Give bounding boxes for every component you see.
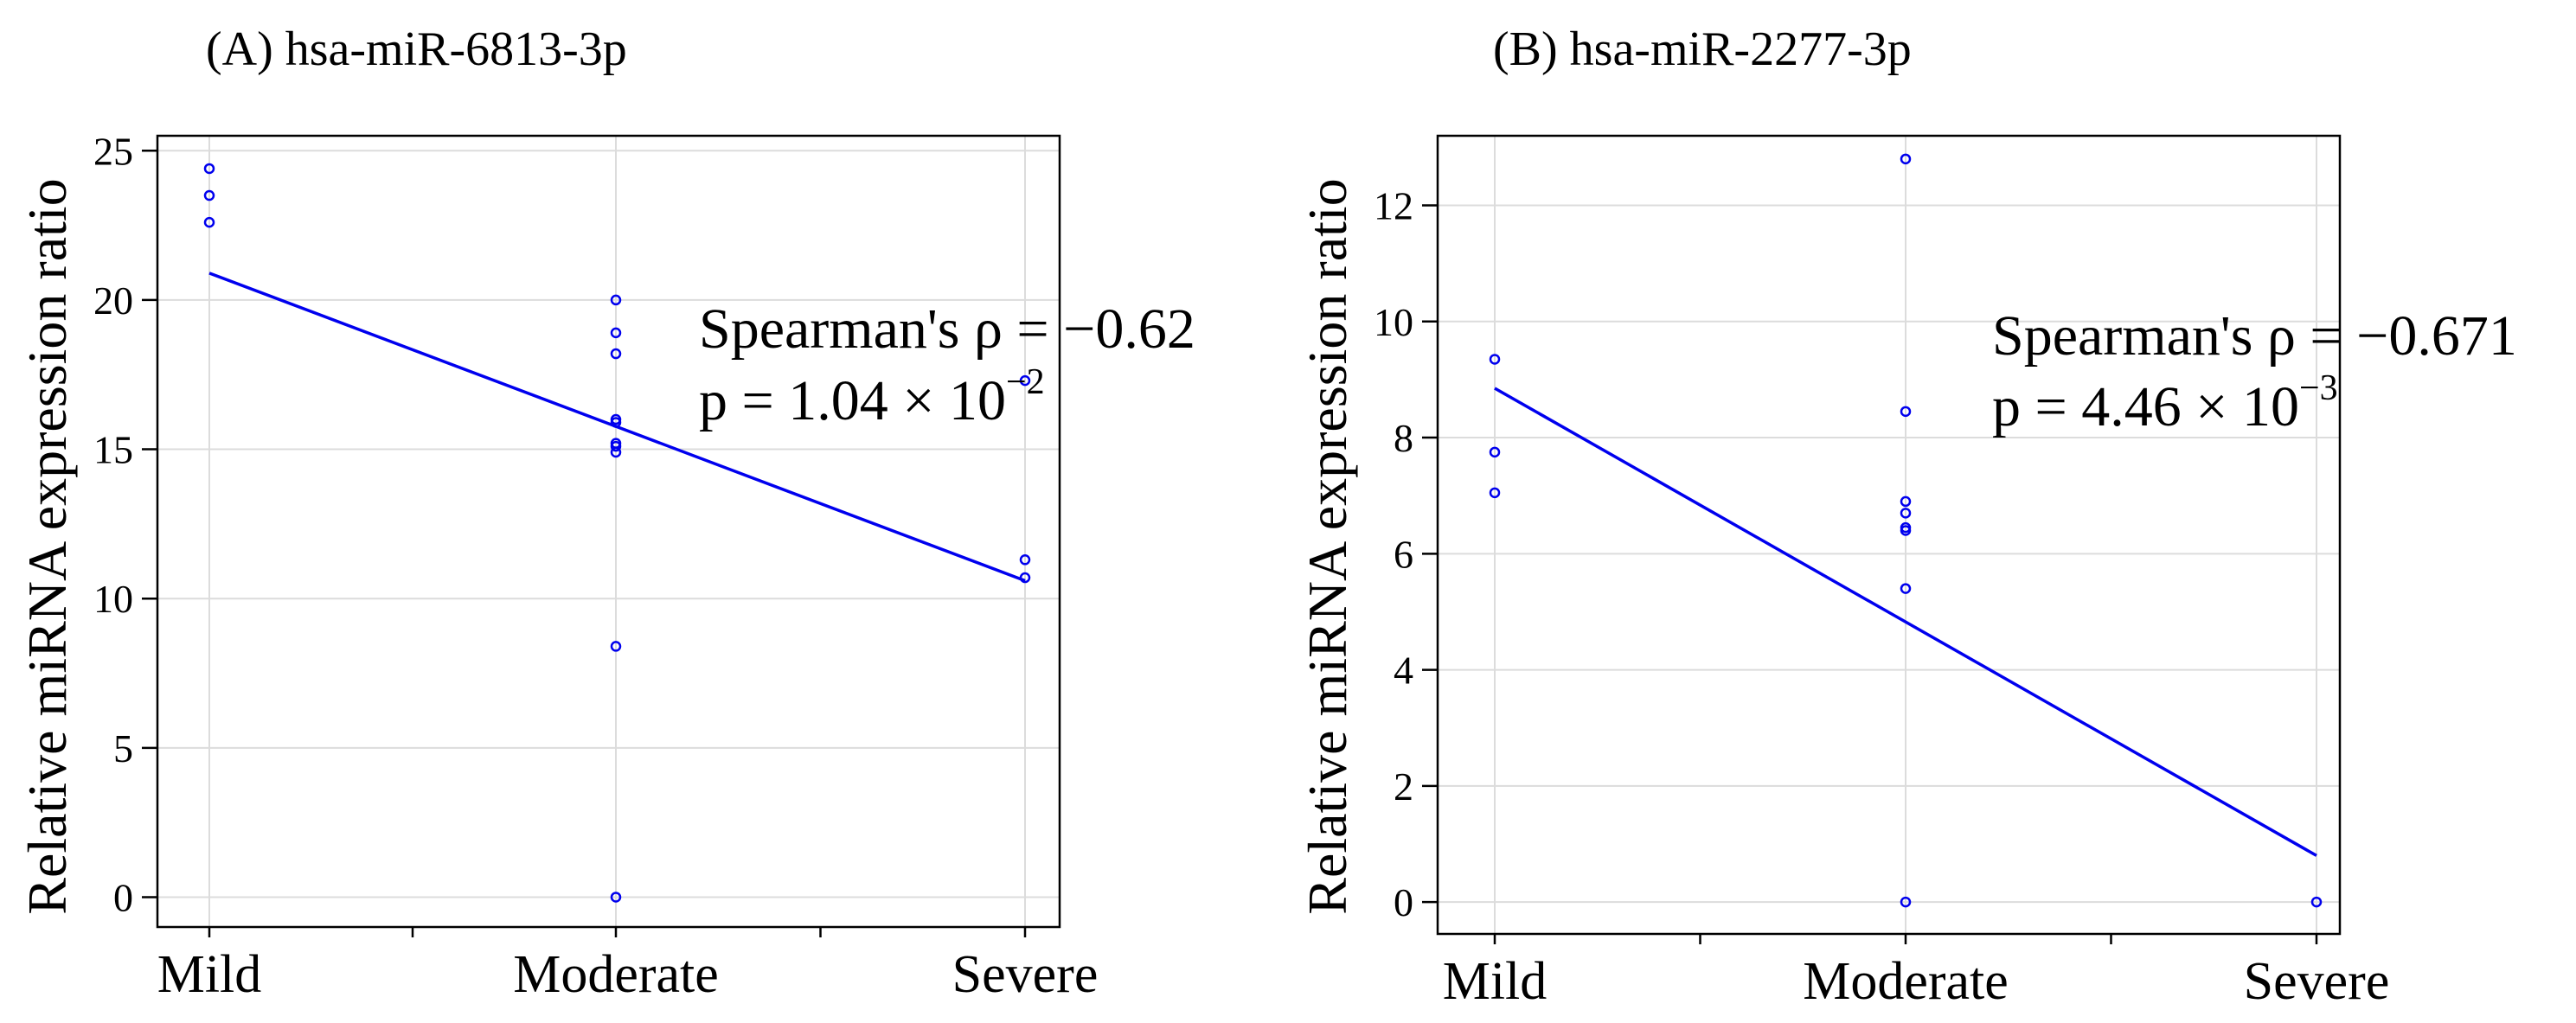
y-tick-label: 8 xyxy=(1394,416,1413,460)
data-point xyxy=(610,348,622,360)
panel-b-stat-rho: Spearman's ρ = −0.671 xyxy=(1992,304,2517,368)
panel-a: (A) hsa-miR-6813-3p Relative miRNA expre… xyxy=(16,22,1195,1004)
x-category-label: Moderate xyxy=(513,945,719,1004)
y-tick-label: 5 xyxy=(113,726,133,770)
data-point xyxy=(2310,896,2323,908)
x-category-label: Severe xyxy=(2244,952,2390,1011)
data-point xyxy=(203,189,215,201)
panel-b: (B) hsa-miR-2277-3p Relative miRNA expre… xyxy=(1297,22,2517,1011)
data-point xyxy=(1900,583,1912,594)
data-point xyxy=(610,440,622,452)
panel-b-stat-p: p = 4.46 × 10−3 xyxy=(1992,368,2338,438)
data-point xyxy=(1900,508,1912,519)
data-point xyxy=(1019,572,1031,584)
panel-a-plot-frame xyxy=(156,134,1061,929)
x-category-label: Severe xyxy=(952,945,1099,1004)
y-tick-label: 0 xyxy=(113,875,133,919)
panel-b-stat-p-base: p = 4.46 × 10 xyxy=(1992,375,2299,438)
data-point xyxy=(1900,896,1912,908)
y-tick-label: 10 xyxy=(93,577,133,621)
data-point xyxy=(1900,153,1912,165)
data-point xyxy=(610,327,622,339)
y-tick-label: 15 xyxy=(93,428,133,472)
panel-a-gridlines xyxy=(157,136,1060,927)
data-point xyxy=(1900,525,1912,536)
panel-b-title: (B) hsa-miR-2277-3p xyxy=(1493,22,1912,76)
data-point xyxy=(610,294,622,306)
y-tick-label: 4 xyxy=(1394,649,1413,693)
data-point xyxy=(1900,406,1912,418)
panel-a-stat-p-base: p = 1.04 × 10 xyxy=(699,369,1006,432)
y-tick-label: 2 xyxy=(1394,764,1413,809)
data-point xyxy=(1489,354,1501,365)
panel-a-stat-rho: Spearman's ρ = −0.62 xyxy=(699,297,1195,361)
data-point xyxy=(1019,374,1031,387)
panel-b-y-ticks: 0 2 4 6 8 10 12 xyxy=(1374,184,1438,924)
panel-b-stat-p-exponent: −3 xyxy=(2299,368,2338,408)
panel-a-stat-p-exponent: −2 xyxy=(1006,362,1045,402)
panel-b-points xyxy=(1489,153,2323,908)
panel-b-gridlines xyxy=(1438,136,2340,934)
data-point xyxy=(610,892,622,903)
x-category-label: Mild xyxy=(1443,952,1548,1011)
panel-b-regression-line xyxy=(1494,387,2317,857)
panel-a-y-axis-title: Relative miRNA expression ratio xyxy=(16,178,78,914)
y-tick-label: 25 xyxy=(93,129,133,173)
y-tick-label: 10 xyxy=(1374,300,1413,344)
data-point xyxy=(610,641,622,652)
y-tick-label: 0 xyxy=(1394,880,1413,924)
y-tick-label: 12 xyxy=(1374,184,1413,228)
panel-b-plot-frame xyxy=(1436,134,2342,936)
panel-b-x-ticks: Mild Moderate Severe xyxy=(1443,934,2390,1011)
y-tick-label: 6 xyxy=(1394,532,1413,576)
data-point xyxy=(610,446,622,458)
panel-b-y-axis-title: Relative miRNA expression ratio xyxy=(1297,178,1358,914)
y-tick-label: 20 xyxy=(93,278,133,323)
data-point xyxy=(1019,554,1031,566)
data-point xyxy=(1489,487,1501,499)
x-category-label: Moderate xyxy=(1803,952,2009,1011)
data-point xyxy=(610,417,622,428)
panel-a-points xyxy=(203,163,1031,903)
panel-a-x-ticks: Mild Moderate Severe xyxy=(157,927,1099,1004)
data-point xyxy=(1900,496,1912,508)
data-point xyxy=(203,216,215,228)
x-category-label: Mild xyxy=(157,945,262,1004)
panel-a-title: (A) hsa-miR-6813-3p xyxy=(206,22,627,76)
panel-a-stat-p: p = 1.04 × 10−2 xyxy=(699,362,1045,432)
data-point xyxy=(203,163,215,175)
data-point xyxy=(1489,446,1501,458)
panel-a-y-ticks: 0 5 10 15 20 25 xyxy=(93,129,157,919)
